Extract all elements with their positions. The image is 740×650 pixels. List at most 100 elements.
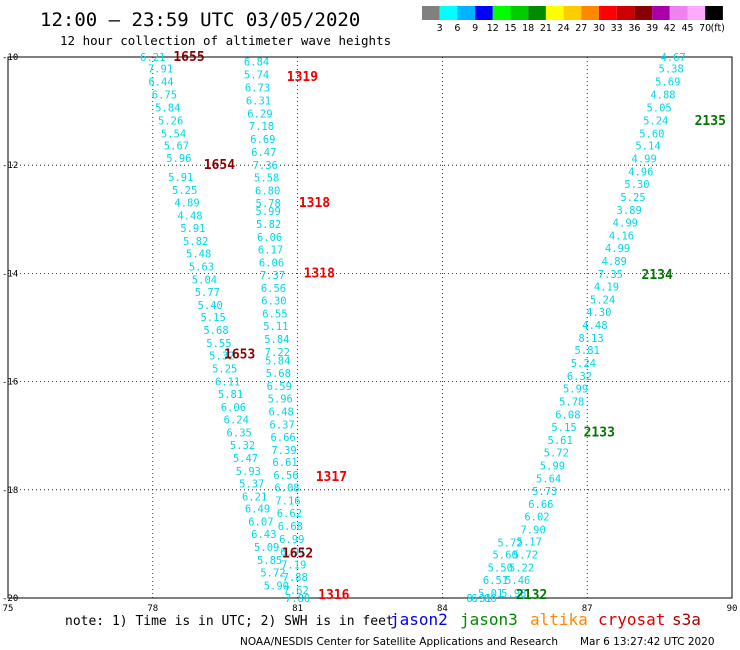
- color-swatch: [634, 6, 653, 20]
- track-b: 6.845.746.736.316.297.186.696.477.365.58…: [244, 56, 310, 605]
- color-scale-label: 18: [522, 23, 534, 34]
- wave-height-value: 6.62: [277, 508, 302, 520]
- pass-label: 1318: [299, 196, 330, 211]
- satellite-legend: jason2 jason3 altika cryosat s3a: [390, 610, 701, 629]
- wave-height-value: 5.77: [195, 287, 220, 299]
- color-scale-label: 3: [437, 23, 443, 34]
- wave-height-value: 6.59: [267, 381, 292, 393]
- wave-height-value: 6.66: [270, 432, 295, 444]
- wave-height-value: 5.24: [643, 115, 668, 127]
- satellite-jason3: jason3: [460, 610, 518, 629]
- x-tick-label: 78: [147, 604, 158, 614]
- x-tick-label: 87: [582, 604, 593, 614]
- color-swatch: [705, 6, 723, 20]
- pass-label: 2132: [516, 588, 547, 603]
- pass-label: 1653: [224, 348, 255, 363]
- y-tick-label: -10: [2, 53, 18, 63]
- wave-height-value: 5.99: [256, 206, 281, 218]
- wave-height-value: 5.84: [155, 102, 180, 114]
- wave-height-value: 6.07: [248, 517, 273, 529]
- color-swatch: [528, 6, 546, 20]
- pass-labels: 1655 1319 1654 1318 1318 1653 1317 1652 1316 2135…: [173, 50, 726, 603]
- wave-height-value: 6.61: [272, 457, 297, 469]
- wave-height-value: 6.29: [247, 108, 272, 120]
- x-tick-label: 84: [437, 604, 448, 614]
- wave-height-value: 4.96: [628, 167, 653, 179]
- wave-height-value: 7.16: [275, 496, 300, 508]
- wave-height-value: 4.88: [650, 89, 675, 101]
- wave-height-value: 5.96: [268, 393, 293, 405]
- satellite-cryosat: cryosat: [598, 610, 665, 629]
- wave-height-value: 5.25: [172, 185, 197, 197]
- wave-height-value: 5.25: [212, 364, 237, 376]
- wave-height-value: 4.48: [582, 320, 607, 332]
- color-scale-label: 33: [611, 23, 623, 34]
- satellite-jason2: jason2: [390, 610, 448, 629]
- wave-height-value: 6.21: [140, 52, 165, 64]
- wave-height-value: 6.37: [270, 419, 295, 431]
- wave-height-value: 5.63: [189, 261, 214, 273]
- wave-height-value: 5.81: [218, 389, 243, 401]
- wave-height-value: 7.39: [271, 445, 296, 457]
- wave-height-value: 6.06: [259, 258, 284, 270]
- wave-height-value: 6.21: [242, 491, 267, 503]
- wave-height-value: 5.24: [590, 294, 615, 306]
- wave-height-value: 6.49: [245, 504, 270, 516]
- wave-height-value: 6.17: [258, 245, 283, 257]
- wave-height-value: 5.68: [266, 368, 291, 380]
- wave-height-value: 6.51: [483, 575, 508, 587]
- wave-height-value: 5.84: [265, 356, 290, 368]
- wave-height-value: 6.06: [257, 232, 282, 244]
- wave-height-value: 5.99: [563, 384, 588, 396]
- wave-height-value: 6.32: [567, 371, 592, 383]
- wave-height-value: 6.02: [524, 511, 549, 523]
- pass-label: 1317: [316, 470, 347, 485]
- wave-height-value: 5.72: [260, 568, 285, 580]
- wave-height-value: 7.90: [520, 524, 545, 536]
- wave-height-value: 5.32: [230, 440, 255, 452]
- color-swatch: [652, 6, 670, 20]
- color-scale-label: 39: [646, 23, 658, 34]
- color-scale-label: 70: [699, 23, 711, 34]
- wave-height-value: 4.99: [632, 154, 657, 166]
- wave-height-value: 5.85: [257, 555, 282, 567]
- color-scale-label: 24: [558, 23, 570, 34]
- x-tick-label: 75: [3, 604, 14, 614]
- wave-height-value: 6.56: [261, 283, 286, 295]
- wave-height-value: 5.78: [256, 198, 281, 210]
- wave-height-value: 5.91: [168, 172, 193, 184]
- wave-height-value: 5.81: [575, 345, 600, 357]
- wave-height-value: 6.44: [148, 76, 173, 88]
- color-scale-label: 9: [472, 23, 478, 34]
- wave-height-value: 7.62: [284, 585, 309, 597]
- plot-area: 75 78 81 84 87 90-10-12-14-16-18-20 6.217.916…: [2, 50, 737, 614]
- wave-height-value: 5.50: [488, 563, 513, 575]
- wave-height-value: 5.91: [180, 223, 205, 235]
- wave-height-value: 5.48: [186, 248, 211, 260]
- chart-title: 12:00 — 23:59 UTC 03/05/2020: [40, 9, 360, 31]
- pass-label: 2133: [584, 425, 615, 440]
- wave-height-value: 5.90: [264, 581, 289, 593]
- wave-height-value: 5.64: [536, 473, 561, 485]
- chart-subtitle: 12 hour collection of altimeter wave hei…: [60, 33, 391, 48]
- wave-height-value: 6.31: [246, 95, 271, 107]
- wave-height-value: 6.80: [255, 186, 280, 198]
- color-scale-label: 15: [504, 23, 516, 34]
- wave-height-value: 5.99: [540, 460, 565, 472]
- wave-height-value: 8.13: [578, 333, 603, 345]
- wave-height-value: 6.68: [278, 521, 303, 533]
- pass-label: 1318: [304, 266, 335, 281]
- color-scale-unit: (ft): [711, 23, 725, 34]
- color-scale-label: 36: [628, 23, 640, 34]
- color-swatch: [492, 6, 511, 20]
- color-scale-label: 42: [664, 23, 676, 34]
- wave-height-value: 5.84: [264, 334, 289, 346]
- wave-height-value: 6.75: [152, 89, 177, 101]
- wave-height-value: 4.16: [609, 231, 634, 243]
- color-swatch: [669, 6, 688, 20]
- color-swatch: [422, 6, 440, 20]
- satellite-altika: altika: [530, 610, 588, 629]
- wave-height-value: 6.30: [261, 295, 286, 307]
- wave-height-value: 6.69: [250, 134, 275, 146]
- wave-height-value: 5.14: [635, 141, 660, 153]
